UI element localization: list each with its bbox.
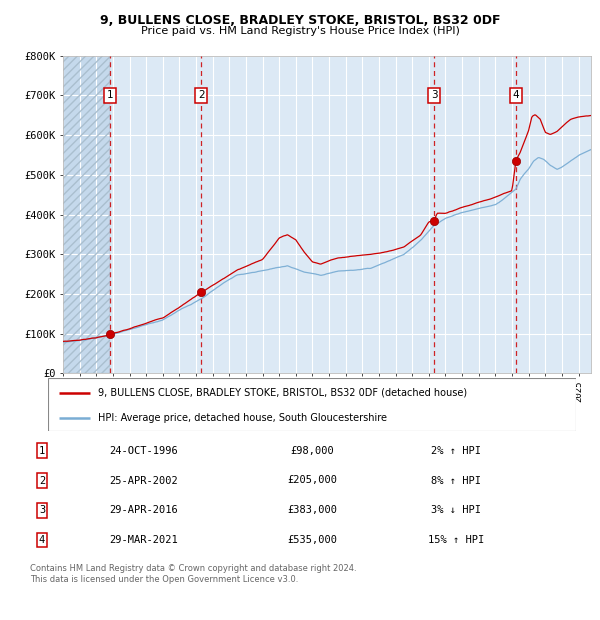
Text: 15% ↑ HPI: 15% ↑ HPI xyxy=(428,535,484,545)
Text: 25-APR-2002: 25-APR-2002 xyxy=(110,476,178,485)
Text: 2: 2 xyxy=(198,91,205,100)
Text: 2% ↑ HPI: 2% ↑ HPI xyxy=(431,446,481,456)
Text: 3% ↓ HPI: 3% ↓ HPI xyxy=(431,505,481,515)
Text: 8% ↑ HPI: 8% ↑ HPI xyxy=(431,476,481,485)
Text: Price paid vs. HM Land Registry's House Price Index (HPI): Price paid vs. HM Land Registry's House … xyxy=(140,26,460,36)
Text: £535,000: £535,000 xyxy=(287,535,337,545)
Text: 1: 1 xyxy=(39,446,45,456)
Text: 4: 4 xyxy=(512,91,520,100)
Text: 9, BULLENS CLOSE, BRADLEY STOKE, BRISTOL, BS32 0DF (detached house): 9, BULLENS CLOSE, BRADLEY STOKE, BRISTOL… xyxy=(98,388,467,398)
Text: 2: 2 xyxy=(39,476,45,485)
Bar xyxy=(63,56,110,373)
Text: £205,000: £205,000 xyxy=(287,476,337,485)
Text: £383,000: £383,000 xyxy=(287,505,337,515)
Text: HPI: Average price, detached house, South Gloucestershire: HPI: Average price, detached house, Sout… xyxy=(98,413,387,423)
Text: 3: 3 xyxy=(431,91,437,100)
Text: £98,000: £98,000 xyxy=(290,446,334,456)
Text: 29-MAR-2021: 29-MAR-2021 xyxy=(110,535,178,545)
Text: 4: 4 xyxy=(39,535,45,545)
Text: 24-OCT-1996: 24-OCT-1996 xyxy=(110,446,178,456)
Text: 29-APR-2016: 29-APR-2016 xyxy=(110,505,178,515)
Text: Contains HM Land Registry data © Crown copyright and database right 2024.
This d: Contains HM Land Registry data © Crown c… xyxy=(30,564,356,583)
Bar xyxy=(63,56,110,373)
Text: 1: 1 xyxy=(107,91,113,100)
Text: 3: 3 xyxy=(39,505,45,515)
Text: 9, BULLENS CLOSE, BRADLEY STOKE, BRISTOL, BS32 0DF: 9, BULLENS CLOSE, BRADLEY STOKE, BRISTOL… xyxy=(100,14,500,27)
